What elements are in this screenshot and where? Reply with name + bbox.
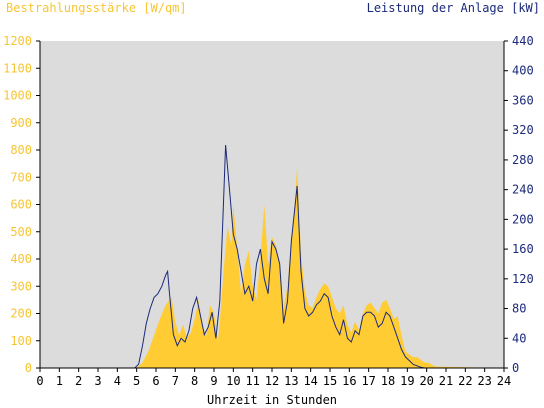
left-tick-label: 700 [10, 170, 32, 184]
left-tick-label: 1000 [3, 89, 32, 103]
left-tick-label: 1100 [3, 61, 32, 75]
x-axis-title: Uhrzeit in Stunden [206, 393, 338, 407]
right-axis-ticks: 0 40 80 120 160 200 240 280 320 360 400 440 [504, 34, 534, 375]
x-tick-label: 14 [303, 374, 317, 388]
left-tick-label: 400 [10, 252, 32, 266]
left-tick-label: 600 [10, 198, 32, 212]
right-tick-label: 80 [512, 302, 526, 316]
right-axis-title: Leistung der Anlage [kW] [366, 1, 540, 15]
x-tick-label: 9 [210, 374, 217, 388]
x-tick-label: 16 [342, 374, 356, 388]
x-tick-label: 22 [458, 374, 472, 388]
left-axis-title: Bestrahlungsstärke [W/qm] [6, 1, 187, 15]
x-tick-label: 18 [381, 374, 395, 388]
left-tick-label: 900 [10, 116, 32, 130]
power-line [40, 144, 504, 369]
x-tick-label: 1 [56, 374, 63, 388]
x-tick-label: 11 [245, 374, 259, 388]
left-tick-label: 800 [10, 143, 32, 157]
x-tick-label: 19 [400, 374, 414, 388]
x-tick-label: 2 [75, 374, 82, 388]
x-tick-label: 7 [172, 374, 179, 388]
left-tick-label: 200 [10, 307, 32, 321]
right-tick-label: 440 [512, 34, 534, 48]
x-tick-label: 15 [323, 374, 337, 388]
right-tick-label: 280 [512, 153, 534, 167]
x-tick-label: 20 [419, 374, 433, 388]
x-tick-label: 21 [439, 374, 453, 388]
right-tick-label: 320 [512, 123, 534, 137]
x-tick-label: 6 [152, 374, 159, 388]
right-tick-label: 0 [512, 361, 519, 375]
irradiance-area [40, 166, 504, 368]
x-tick-label: 0 [36, 374, 43, 388]
right-tick-label: 120 [512, 272, 534, 286]
left-tick-label: 1200 [3, 34, 32, 48]
x-tick-label: 10 [226, 374, 240, 388]
left-tick-label: 0 [25, 361, 32, 375]
x-tick-label: 4 [114, 374, 121, 388]
right-tick-label: 240 [512, 183, 534, 197]
x-tick-label: 12 [265, 374, 279, 388]
x-tick-label: 3 [94, 374, 101, 388]
x-tick-label: 23 [477, 374, 491, 388]
right-tick-label: 360 [512, 93, 534, 107]
left-tick-label: 300 [10, 279, 32, 293]
x-tick-label: 5 [133, 374, 140, 388]
right-tick-label: 200 [512, 212, 534, 226]
x-axis-ticks: 0 1 2 3 4 5 6 7 8 9 10 11 12 13 14 15 16 17 18 19 20 21 22 23 24 [36, 368, 511, 388]
right-tick-label: 160 [512, 242, 534, 256]
left-tick-label: 500 [10, 225, 32, 239]
x-tick-label: 13 [284, 374, 298, 388]
left-tick-label: 100 [10, 334, 32, 348]
x-tick-label: 24 [497, 374, 511, 388]
right-tick-label: 400 [512, 64, 534, 78]
right-tick-label: 40 [512, 331, 526, 345]
x-tick-label: 17 [361, 374, 375, 388]
left-axis-ticks: 0 100 200 300 400 500 600 700 800 900 1000 1100 1200 [3, 34, 40, 375]
x-tick-label: 8 [191, 374, 198, 388]
